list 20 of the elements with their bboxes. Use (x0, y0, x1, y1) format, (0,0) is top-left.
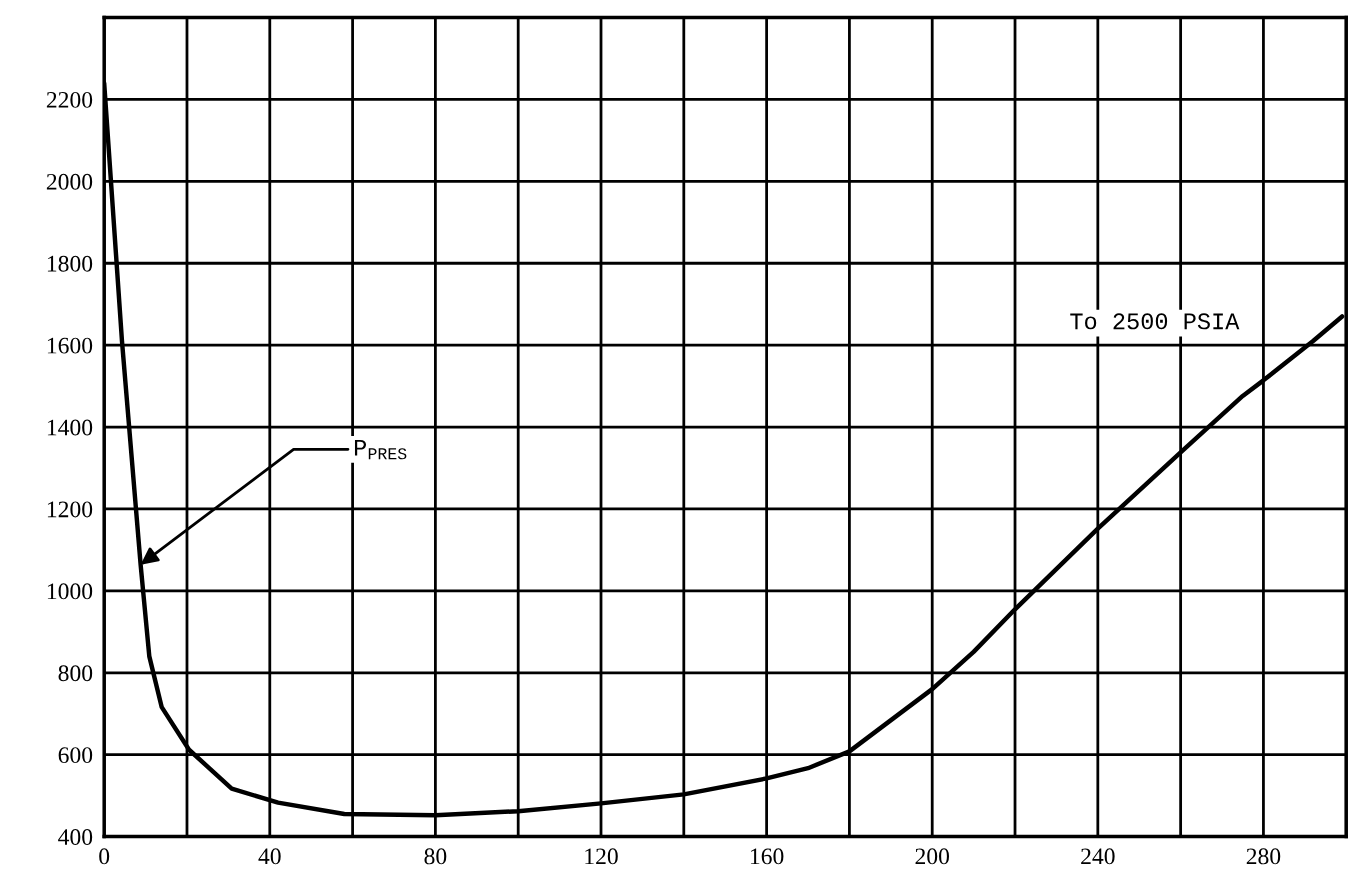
x-tick-label: 280 (1246, 848, 1281, 865)
y-tick-label: 1000 (47, 583, 93, 600)
y-tick-label: 800 (58, 665, 93, 682)
y-tick-label: 1200 (47, 501, 93, 518)
y-tick-label: 2000 (46, 173, 93, 190)
annotation: To 2500 PSIA (1070, 313, 1240, 330)
y-tick-label: 1400 (47, 419, 93, 436)
x-tick-label: 40 (258, 848, 281, 865)
x-tick-label: 80 (424, 848, 447, 865)
y-tick-label: 1600 (47, 337, 93, 354)
annotation: P$_{PRES}$ (354, 439, 407, 460)
y-tick-label: 600 (58, 747, 93, 764)
x-tick-label: 160 (750, 848, 784, 865)
x-tick-label: 0 (99, 848, 110, 865)
x-tick-label: 240 (1081, 848, 1115, 865)
y-tick-label: 1800 (47, 255, 93, 272)
y-tick-label: 400 (58, 829, 93, 845)
x-tick-label: 120 (585, 848, 618, 865)
x-tick-label: 200 (915, 848, 950, 865)
y-tick-label: 2200 (46, 91, 93, 108)
